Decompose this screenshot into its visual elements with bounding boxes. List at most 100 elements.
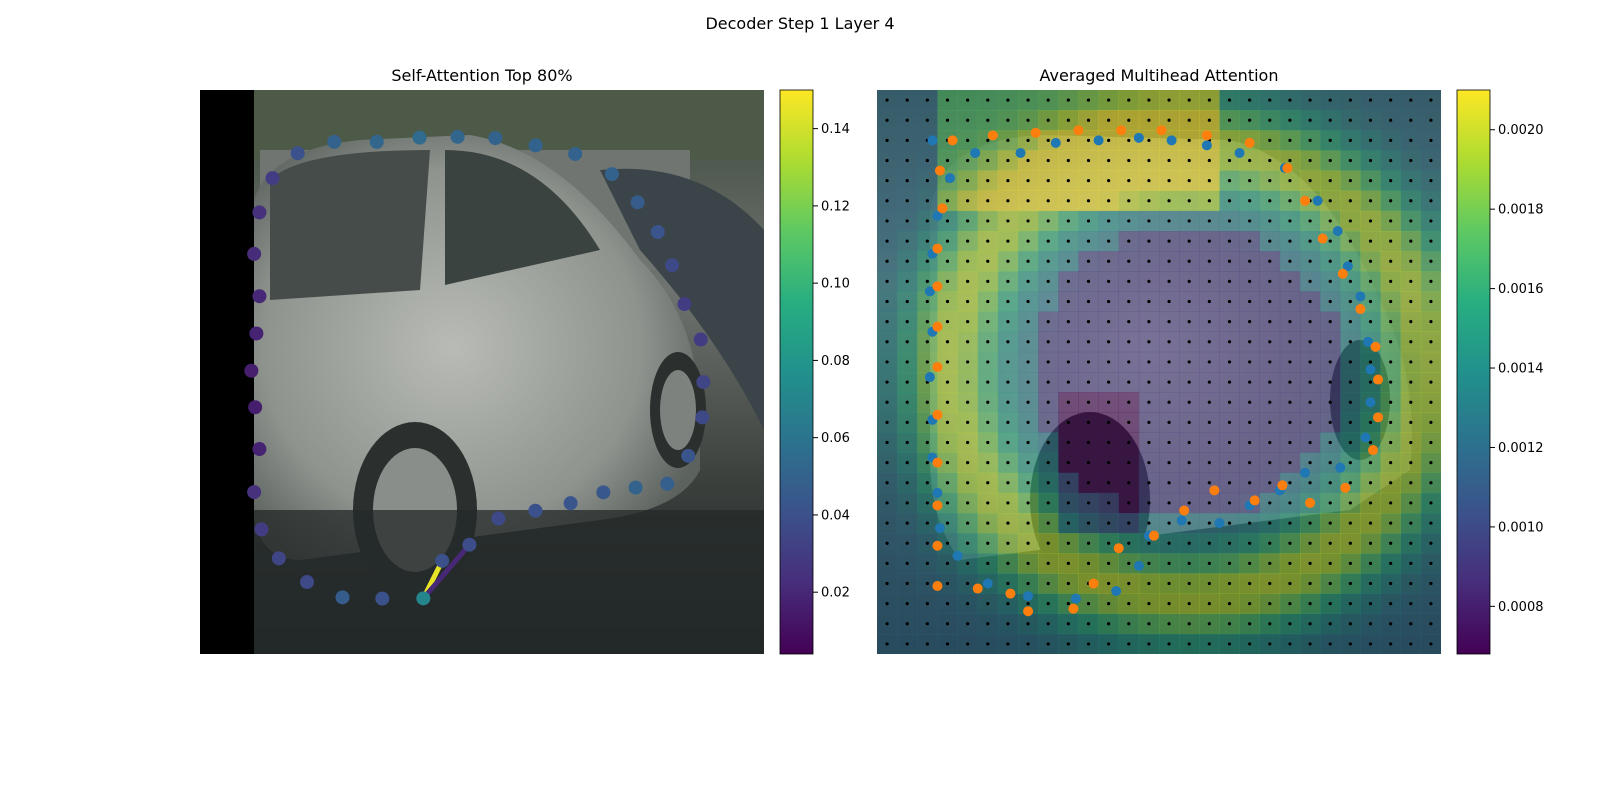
grid-dot xyxy=(1086,259,1091,263)
grid-dot xyxy=(1066,461,1070,465)
grid-dot xyxy=(1147,400,1151,404)
grid-dot xyxy=(945,440,950,445)
grid-dot xyxy=(1207,360,1211,364)
grid-dot xyxy=(1429,259,1433,263)
decoder-point-13 xyxy=(677,297,692,312)
grid-dot xyxy=(1066,219,1070,223)
grid-dot xyxy=(1066,279,1070,283)
grid-dot xyxy=(1409,360,1413,364)
grid-dot xyxy=(966,320,970,324)
grid-dot xyxy=(1107,541,1111,545)
grid-dot xyxy=(1046,138,1050,142)
grid-dot xyxy=(1046,199,1050,203)
grid-dot xyxy=(1006,602,1010,606)
grid-dot xyxy=(1066,581,1070,586)
grid-dot xyxy=(945,158,950,163)
grid-dot xyxy=(1328,440,1332,445)
grid-dot xyxy=(1026,98,1030,102)
grid-dot xyxy=(1308,360,1312,364)
grid-dot xyxy=(1086,561,1091,565)
grid-dot xyxy=(1389,481,1393,485)
series-0-point xyxy=(1070,593,1081,604)
grid-dot xyxy=(1227,400,1232,404)
grid-dot xyxy=(1147,299,1151,304)
grid-dot xyxy=(905,461,909,465)
grid-dot xyxy=(966,98,970,102)
grid-dot xyxy=(1227,118,1232,122)
grid-dot xyxy=(925,642,929,646)
grid-dot xyxy=(966,118,970,122)
grid-dot xyxy=(925,400,929,404)
series-0-point xyxy=(1111,586,1122,597)
grid-dot xyxy=(1429,98,1433,102)
series-0-point xyxy=(924,372,935,383)
grid-dot xyxy=(986,279,990,283)
grid-dot xyxy=(1429,199,1433,203)
grid-dot xyxy=(945,481,950,485)
grid-dot xyxy=(905,179,909,183)
grid-dot xyxy=(1107,642,1111,646)
grid-dot xyxy=(1127,158,1131,163)
grid-dot xyxy=(1409,581,1413,586)
series-0-point xyxy=(934,523,945,534)
grid-dot xyxy=(1147,581,1151,586)
grid-dot xyxy=(1066,239,1070,243)
grid-dot xyxy=(1167,521,1171,525)
grid-dot xyxy=(1308,118,1312,122)
grid-dot xyxy=(966,501,970,505)
grid-dot xyxy=(1389,642,1393,646)
grid-dot xyxy=(885,158,889,163)
grid-dot xyxy=(1046,602,1050,606)
grid-dot xyxy=(1147,501,1151,505)
grid-dot xyxy=(1046,561,1050,565)
decoder-point-31 xyxy=(244,363,259,378)
grid-dot xyxy=(1328,581,1332,586)
series-1-point xyxy=(1030,127,1041,138)
series-1-point xyxy=(1073,125,1084,136)
grid-dot xyxy=(1127,521,1131,525)
grid-dot xyxy=(1046,259,1050,263)
grid-dot xyxy=(1389,219,1393,223)
grid-dot xyxy=(885,98,889,102)
grid-dot xyxy=(1389,420,1393,424)
series-0-point xyxy=(1050,137,1061,148)
grid-dot xyxy=(945,259,950,263)
grid-dot xyxy=(1046,158,1050,163)
grid-dot xyxy=(1348,461,1352,465)
grid-dot xyxy=(986,380,990,384)
grid-dot xyxy=(1187,179,1191,183)
grid-dot xyxy=(1147,138,1151,142)
grid-dot xyxy=(1268,299,1272,304)
decoder-point-32 xyxy=(248,400,263,415)
grid-dot xyxy=(986,138,990,142)
grid-dot xyxy=(925,118,929,122)
grid-dot xyxy=(1389,179,1393,183)
grid-dot xyxy=(986,501,990,505)
grid-dot xyxy=(1127,642,1131,646)
decoder-point-28 xyxy=(247,246,262,261)
series-0-point xyxy=(1335,462,1346,473)
grid-dot xyxy=(1308,541,1312,545)
grid-dot xyxy=(1308,219,1312,223)
grid-dot xyxy=(1368,581,1373,586)
grid-dot xyxy=(1147,360,1151,364)
grid-dot xyxy=(1147,340,1151,344)
grid-dot xyxy=(1187,501,1191,505)
grid-dot xyxy=(1368,219,1373,223)
grid-dot xyxy=(1207,320,1211,324)
grid-dot xyxy=(1026,138,1030,142)
series-1-point xyxy=(947,135,958,146)
series-1-point xyxy=(1209,485,1220,496)
decoder-point-33 xyxy=(252,442,267,457)
grid-dot xyxy=(1006,420,1010,424)
grid-dot xyxy=(945,299,950,304)
grid-dot xyxy=(1167,561,1171,565)
decoder-point-38 xyxy=(335,590,350,605)
grid-dot xyxy=(945,219,950,223)
grid-dot xyxy=(1066,158,1070,163)
grid-dot xyxy=(986,561,990,565)
grid-dot xyxy=(925,158,929,163)
grid-dot xyxy=(1227,279,1232,283)
grid-dot xyxy=(1147,521,1151,525)
grid-dot xyxy=(1389,400,1393,404)
